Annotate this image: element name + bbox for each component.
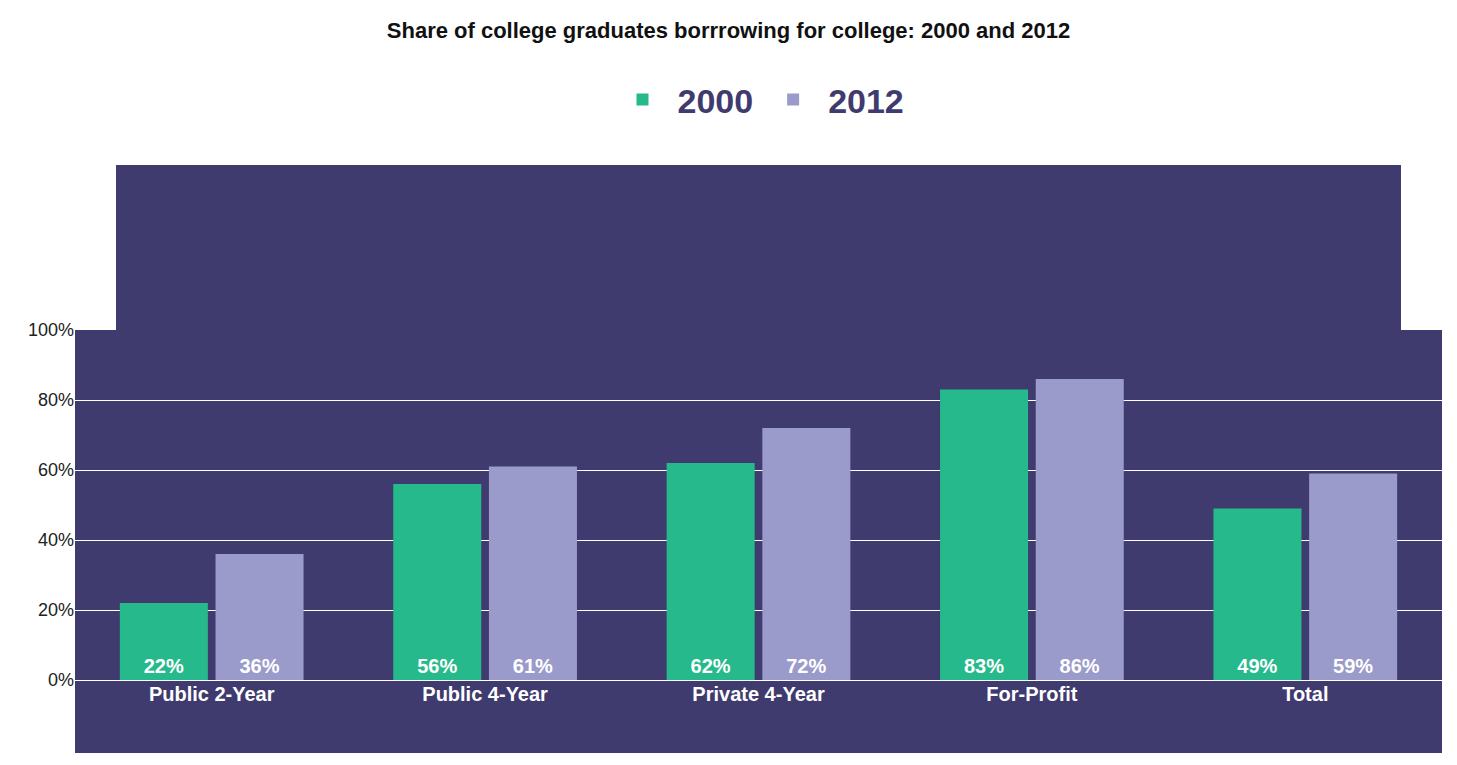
svg-text:59%: 59% — [1333, 655, 1373, 677]
svg-text:0%: 0% — [48, 670, 74, 690]
svg-text:22%: 22% — [144, 655, 184, 677]
svg-text:36%: 36% — [239, 655, 279, 677]
svg-text:72%: 72% — [786, 655, 826, 677]
svg-text:60%: 60% — [38, 460, 74, 480]
svg-text:49%: 49% — [1237, 655, 1277, 677]
svg-text:56%: 56% — [417, 655, 457, 677]
svg-text:For-Profit: For-Profit — [986, 683, 1077, 705]
svg-text:62%: 62% — [691, 655, 731, 677]
svg-text:Private 4-Year: Private 4-Year — [692, 683, 825, 705]
svg-text:20%: 20% — [38, 600, 74, 620]
svg-text:80%: 80% — [38, 390, 74, 410]
svg-text:2012: 2012 — [828, 82, 904, 120]
svg-text:100%: 100% — [28, 320, 74, 340]
svg-text:86%: 86% — [1060, 655, 1100, 677]
svg-text:61%: 61% — [513, 655, 553, 677]
svg-text:Public 2-Year: Public 2-Year — [149, 683, 275, 705]
svg-text:Public 4-Year: Public 4-Year — [422, 683, 548, 705]
svg-text:2000: 2000 — [678, 82, 754, 120]
svg-text:40%: 40% — [38, 530, 74, 550]
svg-text:83%: 83% — [964, 655, 1004, 677]
svg-text:Total: Total — [1282, 683, 1328, 705]
svg-text:Share of college graduates bor: Share of college graduates borrrowing fo… — [387, 18, 1070, 43]
